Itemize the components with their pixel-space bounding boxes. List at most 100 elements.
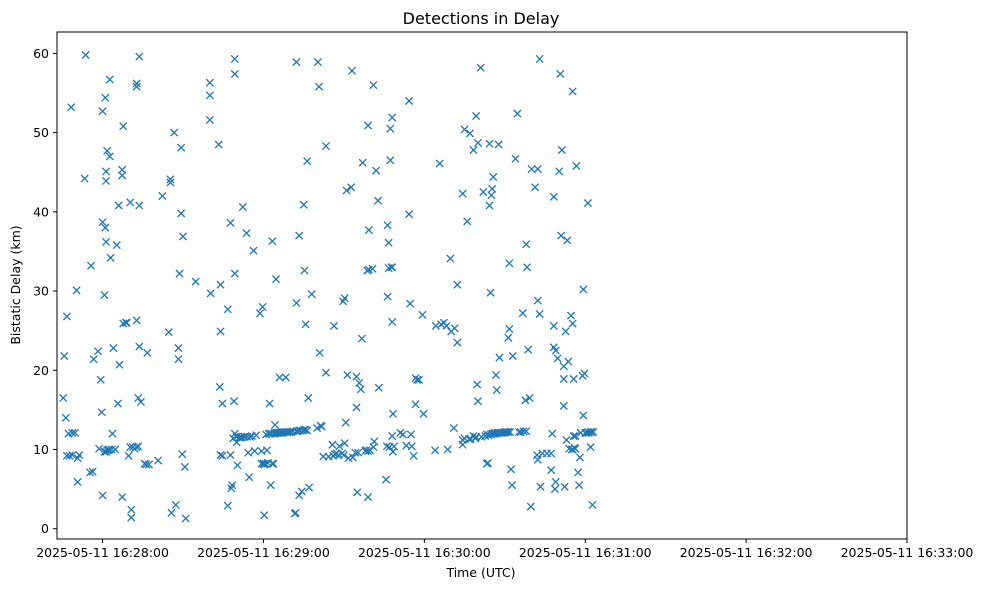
data-point [65,451,74,460]
data-point [413,375,422,384]
data-point [144,460,154,469]
data-point [504,427,513,437]
data-point [258,302,267,311]
data-point [483,458,492,468]
data-point [245,473,254,482]
data-point [89,355,98,364]
data-point [102,167,111,176]
data-point [507,481,517,490]
data-point [261,459,270,468]
data-point [328,440,337,449]
data-point [167,508,176,517]
data-point [329,321,339,330]
data-point [469,145,478,155]
data-point [405,210,414,219]
data-point [246,432,255,441]
data-point [351,448,360,457]
y-tick-label: 40 [33,204,49,219]
data-point [158,191,167,201]
data-point [522,263,532,272]
data-point [549,321,558,330]
data-point [372,166,381,175]
data-point [112,241,121,250]
data-point [68,428,77,437]
data-point [205,115,214,124]
y-axis-ticks: 0 10 20 30 40 50 60 [33,46,57,536]
data-point [569,374,578,384]
data-point [260,511,269,520]
data-point [100,290,109,300]
data-point [548,429,557,438]
data-point [564,357,573,366]
data-point [561,327,570,336]
data-point [431,446,440,455]
data-point [108,429,117,438]
data-point [335,442,344,451]
data-point [473,138,483,147]
data-point [405,96,414,105]
data-point [295,231,304,240]
data-point [369,81,378,90]
data-point [449,424,458,433]
data-point [549,192,558,201]
x-tick-label: 2025-05-11 16:29:00 [197,545,330,560]
data-point [531,183,540,192]
data-point [463,217,472,226]
x-tick-label: 2025-05-11 16:30:00 [358,545,491,560]
data-point [533,455,542,464]
data-point [307,290,316,299]
data-point [96,375,105,384]
data-point [579,411,588,420]
data-point [127,505,136,514]
data-point [535,54,544,63]
x-tick-label: 2025-05-11 16:33:00 [841,545,974,560]
data-point [292,298,301,307]
data-point [381,475,391,484]
data-point [494,140,503,149]
data-point [352,403,361,412]
data-point [472,111,481,121]
data-point [126,198,135,207]
y-tick-label: 20 [33,363,49,378]
data-point [551,346,560,355]
data-point [521,396,530,405]
data-point [389,442,399,451]
x-tick-label: 2025-05-11 16:28:00 [36,545,169,560]
data-point [588,500,597,509]
data-point [583,199,592,208]
data-point [418,310,427,319]
data-point [297,487,306,496]
data-point [522,427,531,436]
data-point [547,466,556,475]
data-point [321,142,331,151]
data-point [95,444,104,453]
data-point [485,139,494,148]
data-point [550,485,559,494]
data-point [127,513,136,522]
data-point [340,439,349,448]
data-point [589,427,598,437]
data-point [68,450,77,460]
data-point [357,334,366,343]
data-point [587,427,596,437]
data-point [249,246,258,255]
data-point [505,325,514,334]
data-point [388,431,397,441]
data-point [86,261,96,270]
data-point [223,501,232,510]
data-point [313,58,322,67]
data-point [406,430,416,439]
data-point [171,500,180,509]
data-point [154,456,163,465]
data-point [111,445,120,454]
data-point [526,502,535,511]
data-point [504,333,513,342]
data-point [93,347,103,356]
data-point [315,348,324,357]
data-point [388,317,397,327]
data-point [303,157,312,166]
data-point [228,481,237,490]
data-point [301,320,310,329]
data-point [299,200,308,209]
